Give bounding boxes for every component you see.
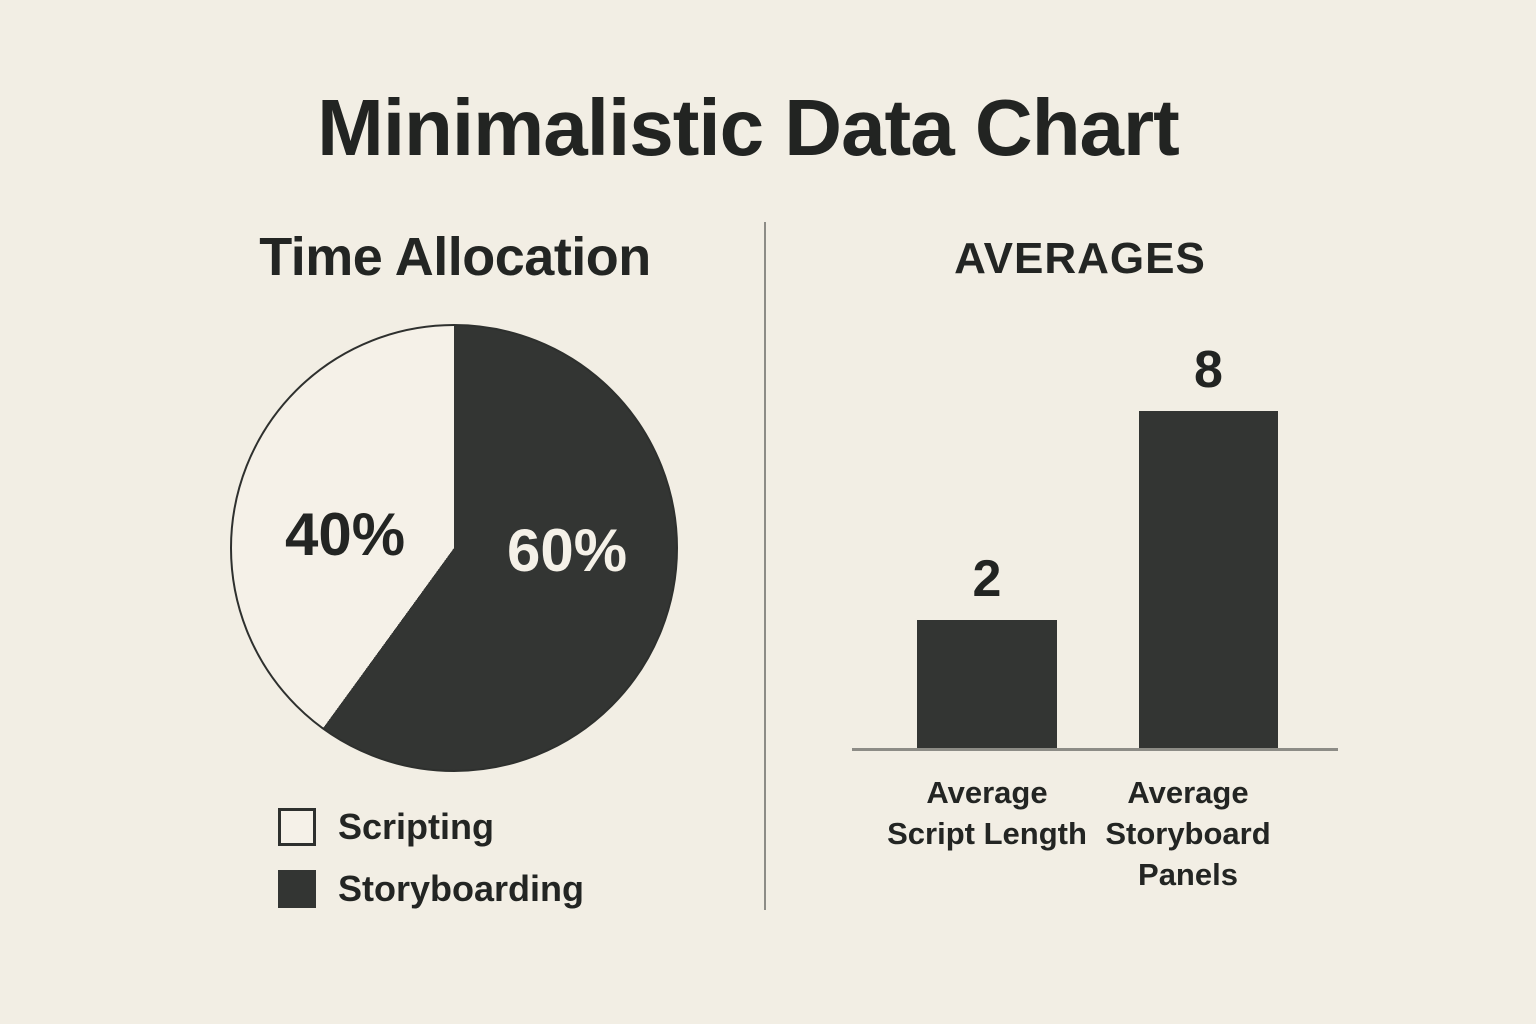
pie-section-title: Time Allocation [259,227,651,287]
legend-label-storyboarding: Storyboarding [338,868,585,909]
pie-chart [230,324,678,772]
bar-rect [1139,411,1278,750]
x-axis-line [852,748,1338,751]
bar-group-storyboard-panels: 8 [1139,344,1278,750]
legend-item-storyboarding: Storyboarding [278,868,584,910]
page-title: Minimalistic Data Chart [317,83,1180,172]
x-tick-label-storyboard-panels: Average Storyboard Panels [1105,775,1271,892]
pie-legend: Scripting Storyboarding [278,806,584,910]
pie-value-label-storyboarding: 60% [506,517,628,584]
legend-label-scripting: Scripting [338,806,495,847]
section-divider [764,222,766,910]
bar-value-label-storyboard-panels: 8 [1194,341,1223,399]
legend-swatch-storyboarding [278,870,316,908]
legend-item-scripting: Scripting [278,806,584,848]
bar-group-script-length: 2 [917,553,1057,750]
legend-swatch-scripting [278,808,316,846]
bar-section-title: AVERAGES [954,234,1206,283]
pie-value-label-scripting: 40% [284,501,406,568]
bar-rect [917,620,1057,750]
bar-value-label-script-length: 2 [972,550,1002,608]
x-tick-label-script-length: Average Script Length [887,775,1087,851]
